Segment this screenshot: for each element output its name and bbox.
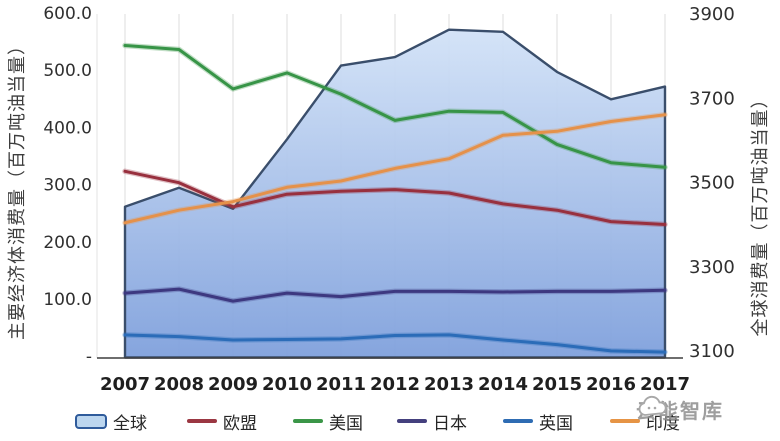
right-tick-3300: 3300 — [689, 257, 735, 278]
legend-label: 全球 — [113, 413, 147, 434]
series-line-india — [123, 113, 667, 225]
legend-item-japan: 日本 — [397, 406, 467, 436]
left-tick--: - — [86, 347, 92, 367]
series-line-uk — [123, 333, 667, 354]
year-label-2016: 2016 — [586, 374, 636, 395]
year-label-2013: 2013 — [424, 374, 474, 395]
left-tick-300.0: 300.0 — [43, 176, 92, 196]
legend: 全球 欧盟 美国 日本 英国 印度 — [0, 406, 780, 436]
year-label-2012: 2012 — [370, 374, 420, 395]
year-label-2008: 2008 — [154, 374, 204, 395]
legend-label: 英国 — [539, 413, 573, 434]
series-line-eu — [123, 169, 667, 226]
year-label-2014: 2014 — [478, 374, 528, 395]
legend-item-uk: 英国 — [503, 406, 573, 436]
year-label-2009: 2009 — [208, 374, 258, 395]
year-label-2011: 2011 — [316, 374, 366, 395]
japan-line-swatch — [397, 419, 427, 423]
left-tick-200.0: 200.0 — [43, 233, 92, 253]
right-tick-3900: 3900 — [689, 4, 735, 25]
uk-line-swatch — [503, 419, 533, 423]
right-tick-3500: 3500 — [689, 173, 735, 194]
year-label-2007: 2007 — [100, 374, 150, 395]
series-line-us — [123, 44, 667, 169]
series-area-global — [123, 28, 667, 359]
watermark: 云能智库 — [636, 395, 724, 424]
legend-label: 印度 — [646, 413, 680, 434]
legend-label: 日本 — [433, 413, 467, 434]
legend-item-eu: 欧盟 — [187, 406, 257, 436]
legend-item-global: 全球 — [75, 406, 147, 436]
legend-label: 美国 — [329, 413, 363, 434]
legend-label: 欧盟 — [223, 413, 257, 434]
left-tick-400.0: 400.0 — [43, 118, 92, 138]
cloud-logo-icon — [638, 395, 667, 416]
india-line-swatch — [610, 419, 640, 423]
year-label-2015: 2015 — [532, 374, 582, 395]
series-line-japan — [123, 287, 667, 303]
right-tick-3100: 3100 — [689, 341, 735, 362]
global-area-swatch — [75, 413, 107, 429]
left-tick-100.0: 100.0 — [43, 290, 92, 310]
year-label-2010: 2010 — [262, 374, 312, 395]
left-tick-500.0: 500.0 — [43, 61, 92, 81]
right-tick-3700: 3700 — [689, 88, 735, 109]
left-tick-600.0: 600.0 — [43, 4, 92, 24]
legend-item-india: 印度 — [610, 406, 680, 436]
eu-line-swatch — [187, 419, 217, 423]
us-line-swatch — [293, 419, 323, 423]
year-label-2017: 2017 — [640, 374, 690, 395]
legend-item-us: 美国 — [293, 406, 363, 436]
